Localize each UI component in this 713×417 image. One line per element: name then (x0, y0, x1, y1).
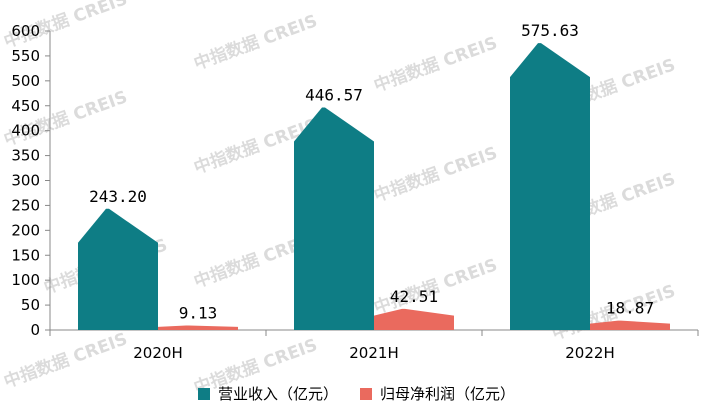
bar-net-profit (158, 325, 238, 330)
legend-swatch-net-profit (360, 387, 372, 400)
chart-legend: 营业收入（亿元） 归母净利润（亿元） (0, 383, 713, 404)
data-label-revenue: 575.63 (521, 21, 579, 40)
x-tick-label: 2021H (349, 344, 398, 362)
y-tick-label: 50 (21, 296, 40, 314)
data-label-net-profit: 42.51 (390, 287, 438, 306)
data-label-net-profit: 18.87 (606, 299, 654, 318)
y-tick-label: 150 (11, 246, 40, 264)
x-tick-label: 2022H (565, 344, 614, 362)
data-label-revenue: 446.57 (305, 85, 363, 104)
y-tick-label: 200 (11, 221, 40, 239)
y-tick-label: 400 (11, 122, 40, 140)
y-tick-label: 0 (30, 321, 40, 339)
legend-item-net-profit: 归母净利润（亿元） (360, 383, 515, 404)
bar-revenue (294, 107, 374, 330)
legend-item-revenue: 营业收入（亿元） (197, 383, 338, 404)
legend-label-revenue: 营业收入（亿元） (217, 385, 338, 403)
y-tick-label: 450 (11, 97, 40, 115)
y-tick-label: 300 (11, 172, 40, 190)
data-label-revenue: 243.20 (89, 187, 147, 206)
bar-revenue (510, 43, 590, 331)
y-tick-label: 250 (11, 196, 40, 214)
x-tick-label: 2020H (133, 344, 182, 362)
y-tick-label: 350 (11, 147, 40, 165)
y-tick-label: 100 (11, 271, 40, 289)
data-label-net-profit: 9.13 (179, 303, 218, 322)
y-tick-label: 550 (11, 47, 40, 65)
y-tick-label: 500 (11, 72, 40, 90)
bar-net-profit (590, 320, 670, 330)
legend-swatch-revenue (197, 387, 210, 400)
bar-net-profit (374, 308, 454, 330)
y-tick-label: 600 (11, 22, 40, 40)
bar-chart: 0 50 100 150 200 250 300 350 400 450 500 550 600 243.… (11, 21, 699, 362)
bar-revenue (78, 208, 158, 330)
legend-label-net-profit: 归母净利润（亿元） (380, 385, 516, 403)
